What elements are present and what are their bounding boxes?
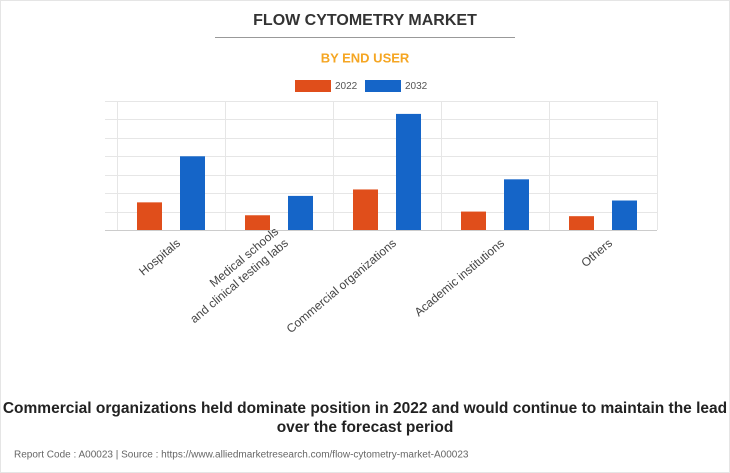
bar	[137, 202, 162, 230]
bar	[245, 215, 270, 230]
caption-text: Commercial organizations held dominate p…	[3, 400, 727, 436]
chart-title: FLOW CYTOMETRY MARKET	[253, 12, 477, 29]
chart-subtitle: BY END USER	[321, 50, 410, 65]
bar	[504, 179, 529, 230]
bar	[612, 200, 637, 230]
bar	[288, 195, 313, 230]
legend-label: 2032	[405, 81, 428, 92]
bar	[396, 113, 421, 230]
legend-swatch	[365, 80, 401, 92]
caption: Commercial organizations held dominate p…	[3, 400, 727, 436]
bar	[353, 189, 378, 230]
legend-label: 2022	[335, 81, 358, 92]
bar	[180, 156, 205, 230]
bar	[569, 216, 594, 230]
footer: Report Code : A00023 | Source : https://…	[14, 450, 469, 461]
legend-swatch	[295, 80, 331, 92]
bar	[461, 211, 486, 230]
